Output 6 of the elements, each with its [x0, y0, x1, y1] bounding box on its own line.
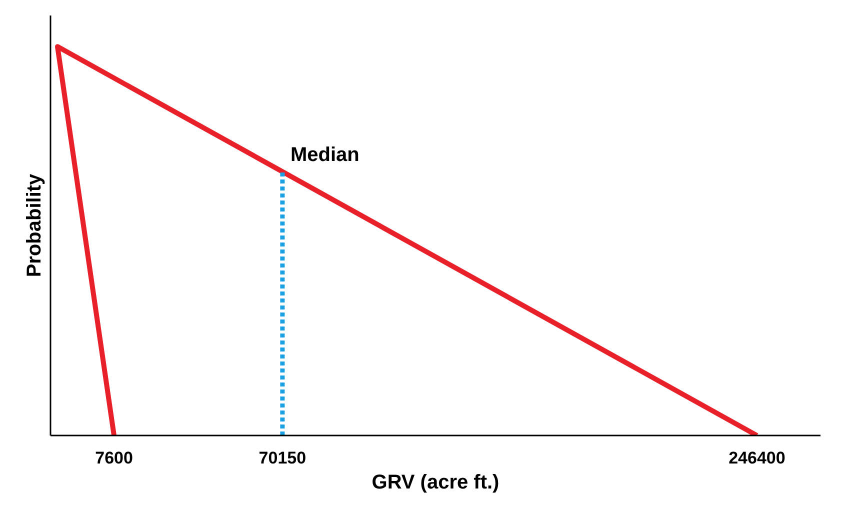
series-label: Median — [290, 144, 360, 166]
x-axis-title: GRV (acre ft.) — [372, 472, 500, 494]
x-tick-label: 70150 — [258, 448, 306, 468]
x-tick-label: 7600 — [95, 448, 133, 468]
x-tick-label: 246400 — [728, 448, 786, 468]
y-axis-title: Probability — [24, 172, 46, 278]
